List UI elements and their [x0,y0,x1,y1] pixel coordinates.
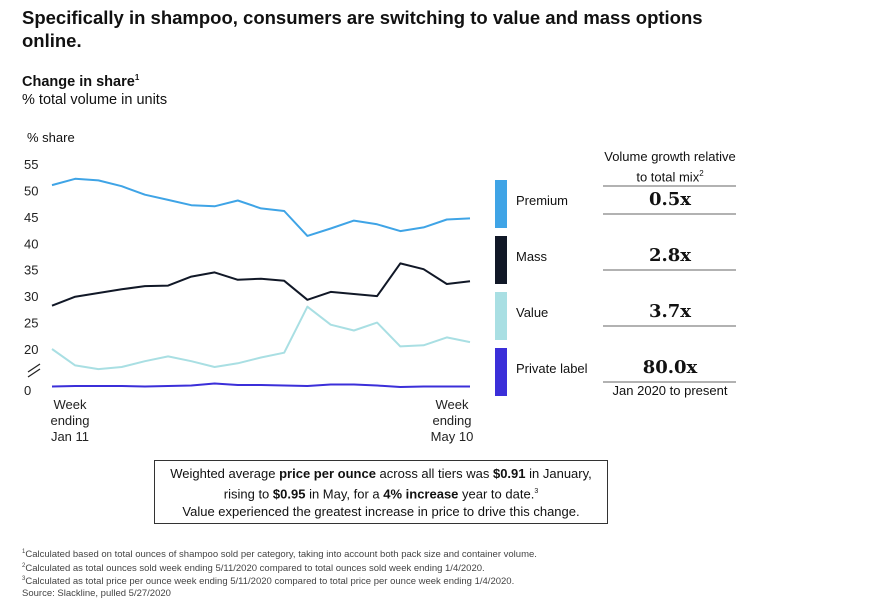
y-tick-label: 50 [24,183,38,198]
y-tick-label: 35 [24,263,38,278]
source-note: Source: Slackline, pulled 5/27/2020 [22,588,537,600]
callout-bold: $0.91 [492,466,526,481]
legend-label: Value [516,305,548,320]
callout-text: in January, [525,466,592,481]
callout-text: in May, for a [305,486,384,502]
callout-bold: $0.95 [272,486,306,502]
series-lines [51,177,471,388]
y-tick-label: 45 [24,210,38,225]
callout-text: Weighted average [170,466,280,481]
growth-header-text: Volume growth relative to total mix [604,149,736,185]
growth-column-footer: Jan 2020 to present [612,383,728,398]
y-axis-ticks: 55 50 45 40 35 30 25 20 0 [24,157,38,398]
footnote-text: Calculated as total ounces sold week end… [25,562,485,574]
x-end-label: Week [436,397,469,412]
legend-swatch [495,348,507,396]
chart-title: Specifically in shampoo, consumers are s… [22,7,703,51]
chart-subtitle-units: % total volume in units [22,92,168,108]
series-line-private-label [51,382,470,388]
callout-text: across all tiers was [375,466,493,481]
axis-break-slash [27,368,41,378]
growth-value: 0.5x [649,189,691,210]
callout-bold: 4% increase [383,486,459,502]
legend-swatch [495,236,507,284]
footnotes: 1Calculated based on total ounces of sha… [22,547,537,599]
y-tick-label: 25 [24,316,38,331]
footnote-2: 2Calculated as total ounces sold week en… [22,561,537,575]
y-tick-label: 55 [24,157,38,172]
series-line-premium [51,177,471,237]
legend: Premium Mass Value Private label [495,180,588,396]
legend-label: Private label [516,361,588,376]
callout-line-1: Weighted average price per ounce across … [155,465,607,483]
legend-label: Premium [516,193,568,208]
footnote-text: Calculated based on total ounces of sham… [25,549,537,561]
growth-values: 0.5x 2.8x 3.7x 80.0x [603,185,736,383]
growth-value: 80.0x [643,357,698,378]
series-line-value [51,305,471,371]
growth-value: 3.7x [649,301,691,322]
callout-text: year to date. [458,486,535,502]
y-axis-unit-label: % share [27,130,75,145]
x-start-label: Week [54,397,87,412]
growth-column-header: Volume growth relative to total mix2 [598,148,742,185]
x-end-label: ending [432,413,471,428]
growth-header-footnote-marker: 2 [699,169,704,178]
price-callout-box: Weighted average price per ounce across … [154,460,608,524]
callout-line-2: rising to $0.95 in May, for a 4% increas… [155,483,607,503]
footnote-marker: 3 [22,576,26,583]
callout-line-3: Value experienced the greatest increase … [182,504,580,520]
chart-subtitle: Change in share1 [22,73,139,90]
series-line-mass [51,262,471,307]
footnote-1: 1Calculated based on total ounces of sha… [22,547,537,561]
legend-label: Mass [516,249,548,264]
legend-swatch [495,180,507,228]
y-tick-label: 20 [24,342,38,357]
subtitle-footnote-marker: 1 [134,73,140,82]
x-start-label: ending [50,413,89,428]
legend-swatch [495,292,507,340]
axis-break-slash [27,363,41,373]
source-text: Source: Slackline, pulled 5/27/2020 [22,587,171,599]
y-tick-label: 30 [24,289,38,304]
footnote-marker: 2 [22,562,26,569]
callout-text: rising to [223,486,273,502]
y-tick-label: 0 [24,383,31,398]
y-axis-break-marker [27,363,41,378]
subtitle-text: Change in share [22,73,135,90]
x-start-label: Jan 11 [51,429,89,444]
footnote-marker: 1 [22,549,26,555]
x-end-label: May 10 [431,429,474,444]
growth-value: 2.8x [649,245,691,266]
y-tick-label: 40 [24,236,38,251]
footnote-3: 3Calculated as total price per ounce wee… [22,574,537,588]
callout-footnote-marker: 3 [534,488,539,495]
callout-bold: price per ounce [279,466,376,481]
footnote-text: Calculated as total price per ounce week… [25,576,515,588]
